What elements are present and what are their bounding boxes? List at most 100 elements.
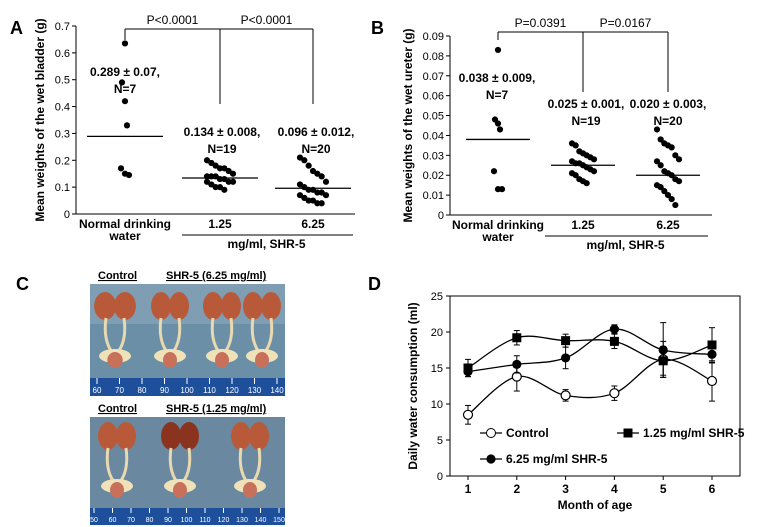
ruler-tick-label: 90 [164,517,172,524]
ruler-top-ticks: 60 70 80 90 100 110 120 130 140 [93,378,284,395]
group-annotation: N=19 [571,114,600,128]
bladder-weight-chart: 0 0.1 0.2 0.3 0.4 0.5 0.6 0.7 Mean weights of th… [33,13,355,251]
x-tick-label: 4 [611,482,618,496]
y-tick-label: 0.4 [55,102,70,114]
ruler-tick-label: 60 [109,517,117,524]
group-annotation: 0.020 ± 0.003, [630,97,707,111]
data-point [318,173,325,180]
p-value-label: P<0.0001 [241,13,293,27]
group-annotation: N=19 [207,142,236,156]
kidney [169,292,189,320]
ruler-tick-label: 70 [115,386,124,395]
y-tick-label: 0.07 [423,71,444,83]
kidney [116,422,136,450]
y-tick-label: 0.05 [423,111,444,123]
ruler-bottom-ticks: 50 60 70 80 90 100 110 120 130 140 150 [90,508,285,524]
group-annotation: N=20 [301,142,330,156]
x-tick-label: 2 [513,482,520,496]
photo-bottom-label-shr5: SHR-5 (1.25 mg/ml) [166,403,267,415]
data-point [121,40,129,47]
water-consumption-chart: 0 5 10 15 20 25 1 2 3 4 5 6 Month of age Daily water … [406,291,745,512]
data-point [212,184,219,191]
data-point [590,156,598,163]
data-point [657,136,664,143]
data-point [123,122,131,129]
y-tick-label: 0.2 [55,155,70,167]
data-point [658,345,668,355]
legend-entry: 6.25 mg/ml SHR-5 [506,452,608,466]
group-annotation: 0.025 ± 0.001, [548,97,625,111]
group-caption: mg/ml, SHR-5 [227,237,305,251]
kidney [221,292,241,320]
ruler-tick-label: 100 [181,517,193,524]
data-point [216,165,224,172]
plot-frame [449,295,741,477]
category-label: 1.25 [571,218,595,232]
data-point [561,336,571,346]
ruler-tick-label: 80 [146,517,154,524]
category-label: water [481,230,514,244]
data-point [675,156,683,163]
organs-top [94,292,281,368]
y-tick-label: 0.7 [55,21,70,33]
panel-label-c: C [16,274,29,294]
kidney [113,292,136,320]
series-line [467,328,713,373]
data-point [657,162,664,169]
group-annotation: N=7 [114,82,137,96]
bladder [255,352,269,368]
bladder [110,482,124,498]
series-line [467,358,713,416]
data-point [314,189,321,196]
photo-bottom: 50 60 70 80 90 100 110 120 130 140 150 [90,417,285,525]
p-value-label: P<0.0001 [147,13,199,27]
data-point [463,367,473,377]
y-axis-label: Daily water consumption (ml) [406,302,420,469]
y-tick-label: 0.1 [55,182,70,194]
x-axis-label: Month of age [558,498,633,512]
kidney [243,292,263,320]
ruler-tick-label: 80 [138,386,147,395]
data-point [498,186,506,193]
data-point [653,126,661,133]
group-annotation: 0.038 ± 0.009, [459,71,536,85]
y-tick-label: 0.06 [423,91,444,103]
photo-top-label-control: Control [98,270,137,282]
data-point [664,192,672,199]
photo-bottom-label-control: Control [98,403,137,415]
data-point [668,144,675,151]
data-point [572,172,579,179]
y-tick-label: 5 [437,435,443,447]
data-point [494,46,502,54]
data-point [225,178,232,185]
data-point [121,98,129,105]
data-point [657,184,664,191]
data-point [609,324,620,334]
ruler-top [90,378,285,396]
ruler-tick-label: 140 [270,386,284,395]
x-tick-label: 3 [562,482,569,496]
ruler-tick-label: 60 [93,386,102,395]
ruler-tick-label: 120 [218,517,230,524]
x-tick-label: 5 [660,482,667,496]
kidney [151,292,171,320]
y-tick-label: 0.5 [55,75,70,87]
data-point [512,359,522,369]
data-point [301,157,308,164]
y-axis-label: Mean weights of the wet bladder (g) [33,18,47,221]
panel-label-a: A [10,18,23,38]
ruler-tick-label: 110 [199,517,210,524]
group-annotation: N=7 [486,88,509,102]
data-point [118,79,126,86]
data-point [668,195,675,203]
y-tick-label: 0 [437,471,443,483]
y-tick-label: 25 [431,291,443,303]
kidney [179,422,199,450]
ruler-tick-label: 110 [203,386,216,395]
p-value-label: P=0.0167 [600,16,652,30]
category-label: Normal drinking [452,218,544,232]
data-point [707,340,717,350]
data-point [707,349,717,359]
y-axis-label: Mean weights of the wet ureter (g) [401,28,415,222]
data-point [462,409,474,420]
